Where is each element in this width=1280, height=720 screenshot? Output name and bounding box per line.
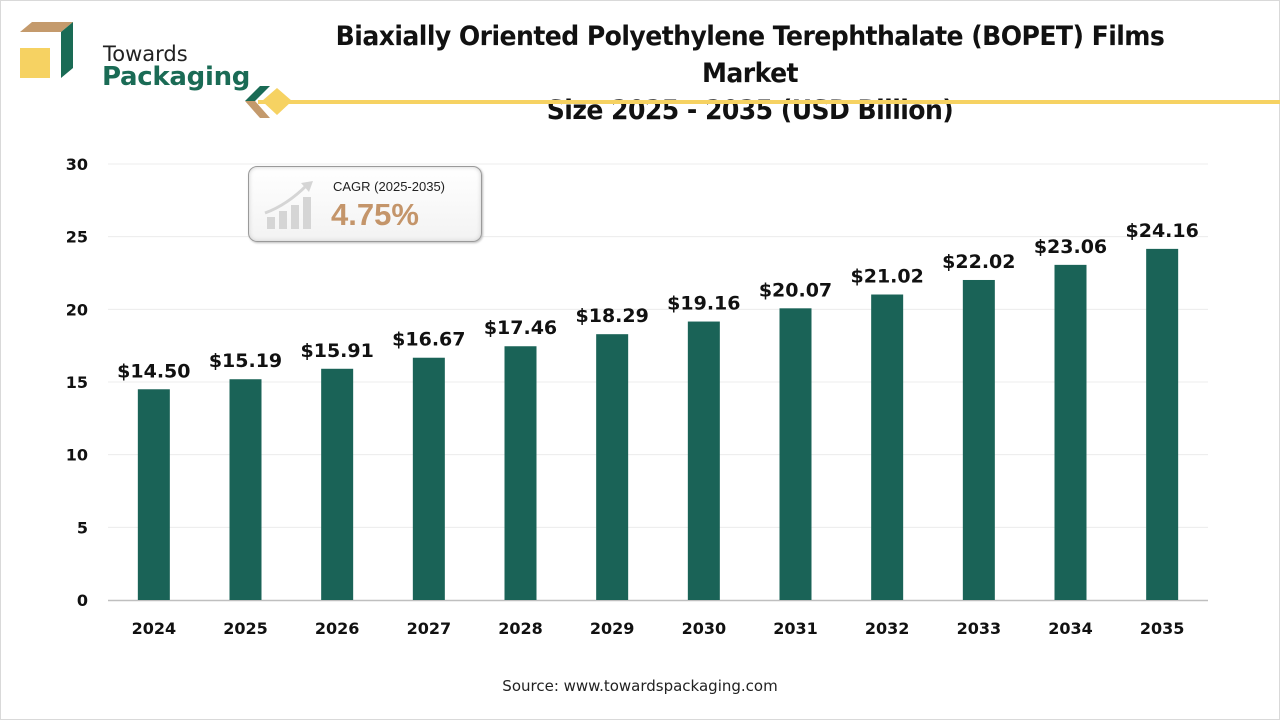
bar-2029 bbox=[596, 334, 629, 600]
y-tick-label: 15 bbox=[66, 373, 88, 392]
y-tick-label: 20 bbox=[66, 300, 88, 319]
data-label: $18.29 bbox=[576, 305, 649, 327]
brand-logo: Towards Packaging bbox=[18, 20, 250, 92]
x-tick-label: 2028 bbox=[498, 619, 543, 638]
brand-name-line1: Towards bbox=[103, 42, 188, 66]
data-label: $21.02 bbox=[851, 266, 924, 288]
bar-2028 bbox=[504, 346, 537, 600]
source-note: Source: www.towardspackaging.com bbox=[502, 677, 778, 695]
cagr-label: CAGR (2025-2035) bbox=[333, 179, 445, 194]
y-tick-label: 25 bbox=[66, 228, 88, 247]
bar-2035 bbox=[1146, 248, 1179, 600]
y-tick-label: 30 bbox=[66, 155, 88, 174]
x-tick-label: 2035 bbox=[1140, 619, 1185, 638]
bar-2033 bbox=[962, 279, 995, 600]
x-tick-label: 2031 bbox=[773, 619, 818, 638]
bar-2027 bbox=[412, 357, 445, 600]
x-tick-label: 2032 bbox=[865, 619, 910, 638]
data-label: $20.07 bbox=[759, 279, 832, 301]
y-tick-label: 10 bbox=[66, 446, 88, 465]
bar-2031 bbox=[779, 308, 812, 600]
box-logo-icon bbox=[20, 22, 73, 78]
header-rule bbox=[258, 100, 1280, 104]
x-tick-label: 2034 bbox=[1048, 619, 1093, 638]
data-label: $23.06 bbox=[1034, 236, 1107, 258]
cagr-value: 4.75% bbox=[331, 197, 419, 232]
data-label: $24.16 bbox=[1126, 220, 1199, 242]
bar-2032 bbox=[871, 294, 904, 600]
x-tick-label: 2025 bbox=[223, 619, 268, 638]
y-tick-label: 5 bbox=[77, 518, 88, 537]
chart-title-line1: Biaxially Oriented Polyethylene Terephth… bbox=[335, 21, 1165, 89]
data-label: $15.19 bbox=[209, 350, 282, 372]
data-label: $19.16 bbox=[667, 293, 740, 315]
x-tick-label: 2024 bbox=[132, 619, 177, 638]
bar-2030 bbox=[687, 321, 720, 600]
brand-name-line2: Packaging bbox=[102, 62, 251, 92]
growth-chart-icon bbox=[264, 181, 313, 229]
y-tick-label: 0 bbox=[77, 591, 88, 610]
cagr-callout: CAGR (2025-2035) 4.75% bbox=[248, 166, 482, 242]
bar-2025 bbox=[229, 379, 262, 600]
data-label: $14.50 bbox=[117, 360, 190, 382]
bar-2024 bbox=[137, 389, 170, 600]
x-tick-label: 2026 bbox=[315, 619, 360, 638]
bar-2026 bbox=[321, 368, 354, 600]
data-label: $22.02 bbox=[942, 251, 1015, 273]
data-label: $17.46 bbox=[484, 317, 557, 339]
x-tick-label: 2030 bbox=[682, 619, 727, 638]
x-tick-label: 2033 bbox=[957, 619, 1002, 638]
bar-2034 bbox=[1054, 264, 1087, 600]
data-label: $16.67 bbox=[392, 329, 465, 351]
x-tick-label: 2027 bbox=[407, 619, 452, 638]
data-label: $15.91 bbox=[301, 340, 374, 362]
x-tick-label: 2029 bbox=[590, 619, 635, 638]
